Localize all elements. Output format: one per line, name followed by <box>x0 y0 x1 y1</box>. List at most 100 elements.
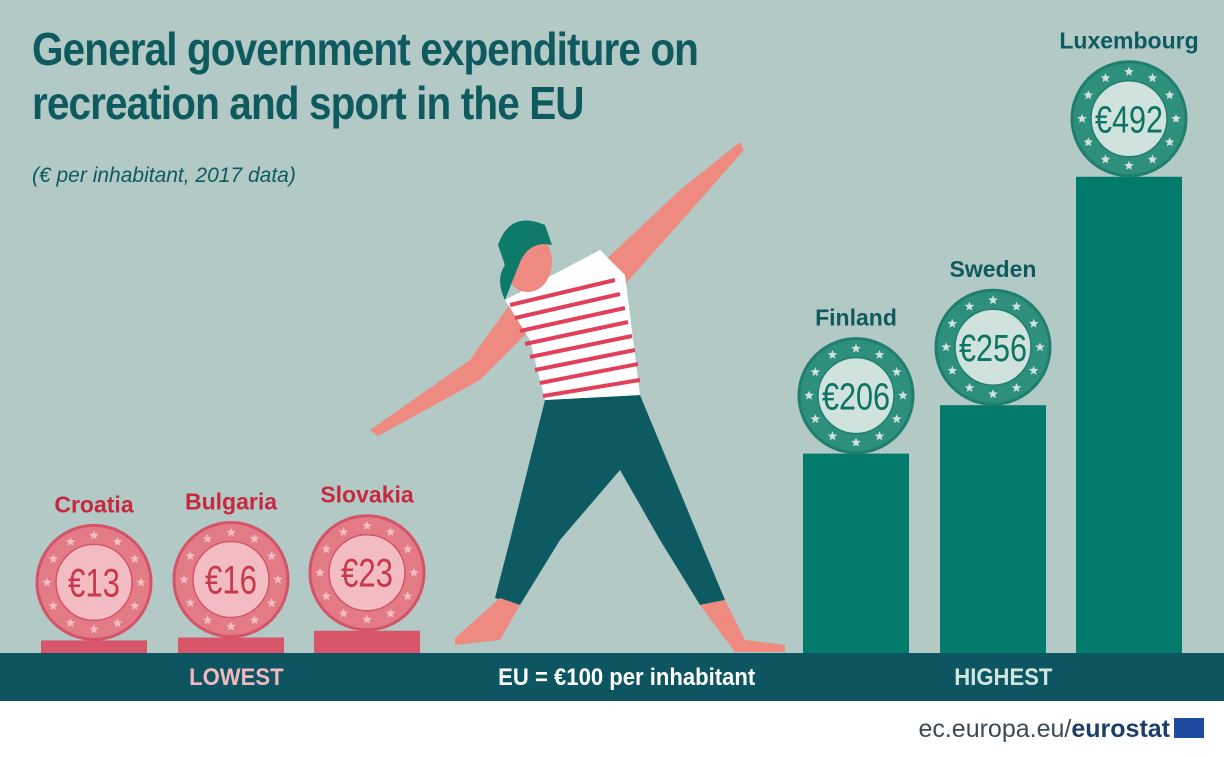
subtitle: (€ per inhabitant, 2017 data) <box>32 164 296 187</box>
value-label: €23 <box>341 552 393 596</box>
star-icon <box>827 349 838 359</box>
star-icon <box>898 390 908 400</box>
star-icon <box>947 318 958 328</box>
star-icon <box>202 533 213 543</box>
star-icon <box>136 577 146 587</box>
star-icon <box>1083 137 1094 147</box>
star-icon <box>402 544 413 554</box>
footer-brand: eurostat <box>1071 715 1170 743</box>
star-icon <box>1164 90 1175 100</box>
bar-sweden <box>940 405 1046 653</box>
star-icon <box>315 567 325 577</box>
star-icon <box>1171 113 1181 123</box>
star-icon <box>266 598 277 608</box>
coin-inner <box>817 356 895 435</box>
star-icon <box>321 544 332 554</box>
star-icon <box>273 574 283 584</box>
star-icon <box>804 390 814 400</box>
star-icon <box>1124 66 1134 76</box>
star-icon <box>402 591 413 601</box>
star-icon <box>891 367 902 377</box>
star-icon <box>964 382 975 392</box>
star-icon <box>42 577 52 587</box>
value-label: €13 <box>68 561 120 605</box>
star-icon <box>941 342 951 352</box>
value-label: €206 <box>822 377 890 419</box>
star-icon <box>65 536 76 546</box>
star-icon <box>112 618 123 628</box>
value-label: €492 <box>1095 100 1163 142</box>
star-icon <box>851 437 861 447</box>
star-icon <box>891 414 902 424</box>
star-icon <box>385 608 396 618</box>
star-icon <box>338 608 349 618</box>
star-icon <box>185 598 196 608</box>
star-icon <box>362 520 372 530</box>
eu-flag-icon <box>1174 718 1204 738</box>
star-icon <box>947 365 958 375</box>
star-icon <box>964 301 975 311</box>
star-icon <box>249 615 260 625</box>
country-label: Luxembourg <box>1059 28 1198 54</box>
bar-croatia <box>41 640 147 653</box>
lowest-label: LOWEST <box>189 664 284 691</box>
page-title: General government expenditure on recreat… <box>32 22 754 130</box>
coin-inner <box>1090 79 1168 158</box>
country-label: Sweden <box>950 256 1037 282</box>
footer-domain: ec.europa.eu/ <box>918 715 1072 743</box>
star-icon <box>129 600 140 610</box>
star-icon <box>988 389 998 399</box>
star-icon <box>409 567 419 577</box>
star-icon <box>1100 73 1111 83</box>
star-icon <box>827 431 838 441</box>
star-icon <box>1147 154 1158 164</box>
star-icon <box>1011 382 1022 392</box>
star-icon <box>988 295 998 305</box>
value-label: €256 <box>959 328 1027 370</box>
star-icon <box>226 621 236 631</box>
star-icon <box>1147 73 1158 83</box>
star-icon <box>112 536 123 546</box>
country-label: Finland <box>815 305 897 331</box>
star-icon <box>48 553 59 563</box>
title-line-2: recreation and sport in the EU <box>32 77 585 129</box>
star-icon <box>1011 301 1022 311</box>
title-line-1: General government expenditure on <box>32 23 699 75</box>
chart: €13 Croatia €16 Bulgaria €23 Slovakia €206 Finl… <box>35 28 1199 653</box>
star-icon <box>129 553 140 563</box>
star-icon <box>1035 342 1045 352</box>
bar-finland <box>803 453 909 653</box>
star-icon <box>185 551 196 561</box>
coin-inner <box>55 543 133 622</box>
star-icon <box>338 527 349 537</box>
star-icon <box>874 349 885 359</box>
star-icon <box>810 367 821 377</box>
star-icon <box>202 615 213 625</box>
bottom-band <box>0 653 1224 701</box>
star-icon <box>179 574 189 584</box>
star-icon <box>89 530 99 540</box>
star-icon <box>249 533 260 543</box>
star-icon <box>362 614 372 624</box>
star-icon <box>1164 137 1175 147</box>
star-icon <box>851 343 861 353</box>
star-icon <box>321 591 332 601</box>
coin-inner <box>954 308 1032 386</box>
star-icon <box>226 527 236 537</box>
star-icon <box>810 414 821 424</box>
bar-luxembourg <box>1076 176 1182 653</box>
coin-inner <box>192 540 270 619</box>
bar-bulgaria <box>178 637 284 653</box>
country-label: Bulgaria <box>185 489 277 515</box>
star-icon <box>89 624 99 634</box>
footer-source[interactable]: ec.europa.eu/eurostat <box>918 715 1170 744</box>
star-icon <box>1083 90 1094 100</box>
star-icon <box>1077 113 1087 123</box>
country-label: Croatia <box>54 491 133 517</box>
star-icon <box>1028 318 1039 328</box>
value-label: €16 <box>205 559 257 603</box>
star-icon <box>385 527 396 537</box>
bar-slovakia <box>314 630 420 653</box>
star-icon <box>1028 365 1039 375</box>
eu-average-label: EU = €100 per inhabitant <box>498 664 756 691</box>
